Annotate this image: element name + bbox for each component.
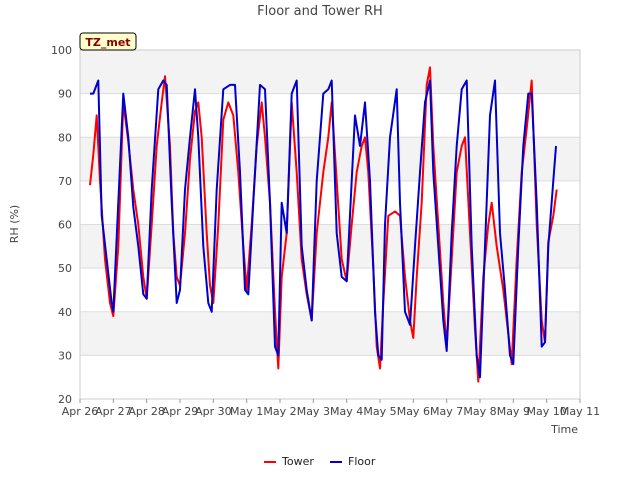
x-tick-label: May 8 [463,405,496,418]
y-tick-label: 70 [58,175,72,188]
band-50 [80,224,580,269]
chart-title: Floor and Tower RH [257,4,383,19]
band-60 [80,180,580,225]
y-tick-label: 60 [58,219,72,232]
y-tick-label: 100 [51,44,72,57]
x-tick-label: May 9 [497,405,530,418]
x-tick-label: May 1 [230,405,263,418]
y-axis-ticks: 20 30 40 50 60 70 80 90 100 [51,44,72,406]
legend: Tower Floor [264,455,376,468]
band-20 [80,355,580,399]
x-tick-label: Apr 26 [62,405,99,418]
legend-label-floor: Floor [348,455,376,468]
legend-label-tower: Tower [281,455,314,468]
band-30 [80,311,580,356]
band-40 [80,268,580,312]
y-axis-label: RH (%) [8,205,21,243]
y-tick-label: 90 [58,88,72,101]
x-tick-label: May 11 [560,405,600,418]
x-tick-label: May 3 [297,405,330,418]
tz-met-badge: TZ_met [79,32,137,51]
x-tick-label: Apr 28 [128,405,165,418]
x-tick-label: May 7 [430,405,463,418]
y-tick-label: 80 [58,131,72,144]
series-line-floor [90,79,557,379]
x-tick-label: Apr 29 [162,405,199,418]
series-layer [89,66,558,383]
x-tick-label: May 10 [527,405,567,418]
badge-label: TZ_met [85,36,130,49]
x-tick-label: May 6 [397,405,430,418]
badge-box [79,32,137,51]
x-tick-label: Apr 27 [95,405,132,418]
y-tick-label: 40 [58,306,72,319]
plot-frame [79,49,581,400]
y-tick-label: 20 [58,393,72,406]
y-tick-label: 50 [58,262,72,275]
x-tick-label: May 2 [263,405,296,418]
x-tick-label: May 4 [330,405,363,418]
x-tick-label: Apr 30 [195,405,232,418]
y-tick-label: 30 [58,349,72,362]
x-axis-label: Time [550,423,578,436]
x-tick-label: May 5 [363,405,396,418]
